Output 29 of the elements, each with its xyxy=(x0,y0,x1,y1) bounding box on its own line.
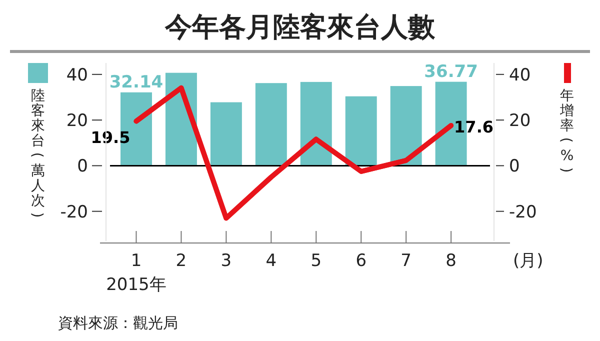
bar xyxy=(255,83,287,166)
bar xyxy=(300,82,332,166)
y-tick-label: -20 xyxy=(60,202,88,222)
x-axis-title: (月) xyxy=(513,251,544,271)
chart-title: 今年各月陸客來台人數 xyxy=(164,12,436,43)
y-tick-label: 0 xyxy=(77,156,88,177)
y-tick-label: 40 xyxy=(66,65,88,86)
x-tick-label: 7 xyxy=(400,251,412,271)
bar xyxy=(345,96,377,166)
text: 陸客來台(萬人次) xyxy=(29,88,45,218)
x-tick-label: 8 xyxy=(446,251,456,271)
text: 2015年 xyxy=(106,275,166,295)
bar xyxy=(210,102,242,166)
x-tick-label: 1 xyxy=(130,251,142,271)
y2-axis-title: 年增率(%) xyxy=(558,88,574,173)
x-tick-label: 3 xyxy=(220,251,232,271)
y2-tick-label: 40 xyxy=(509,65,531,86)
source-note: 資料來源：觀光局 xyxy=(58,314,178,332)
y-tick-label: 20 xyxy=(66,111,88,132)
x-tick-label: 4 xyxy=(266,251,277,271)
x-tick-label: 2 xyxy=(176,251,187,271)
bar xyxy=(390,86,422,166)
x-tick-label: 5 xyxy=(310,251,322,271)
x-tick-label: 6 xyxy=(356,251,367,271)
y2-tick-label: 20 xyxy=(509,111,531,132)
data-label: 36.77 xyxy=(424,62,478,82)
y2-tick-label: -20 xyxy=(509,202,537,222)
y2-tick-label: 0 xyxy=(509,156,520,177)
data-label: 32.14 xyxy=(109,72,164,92)
